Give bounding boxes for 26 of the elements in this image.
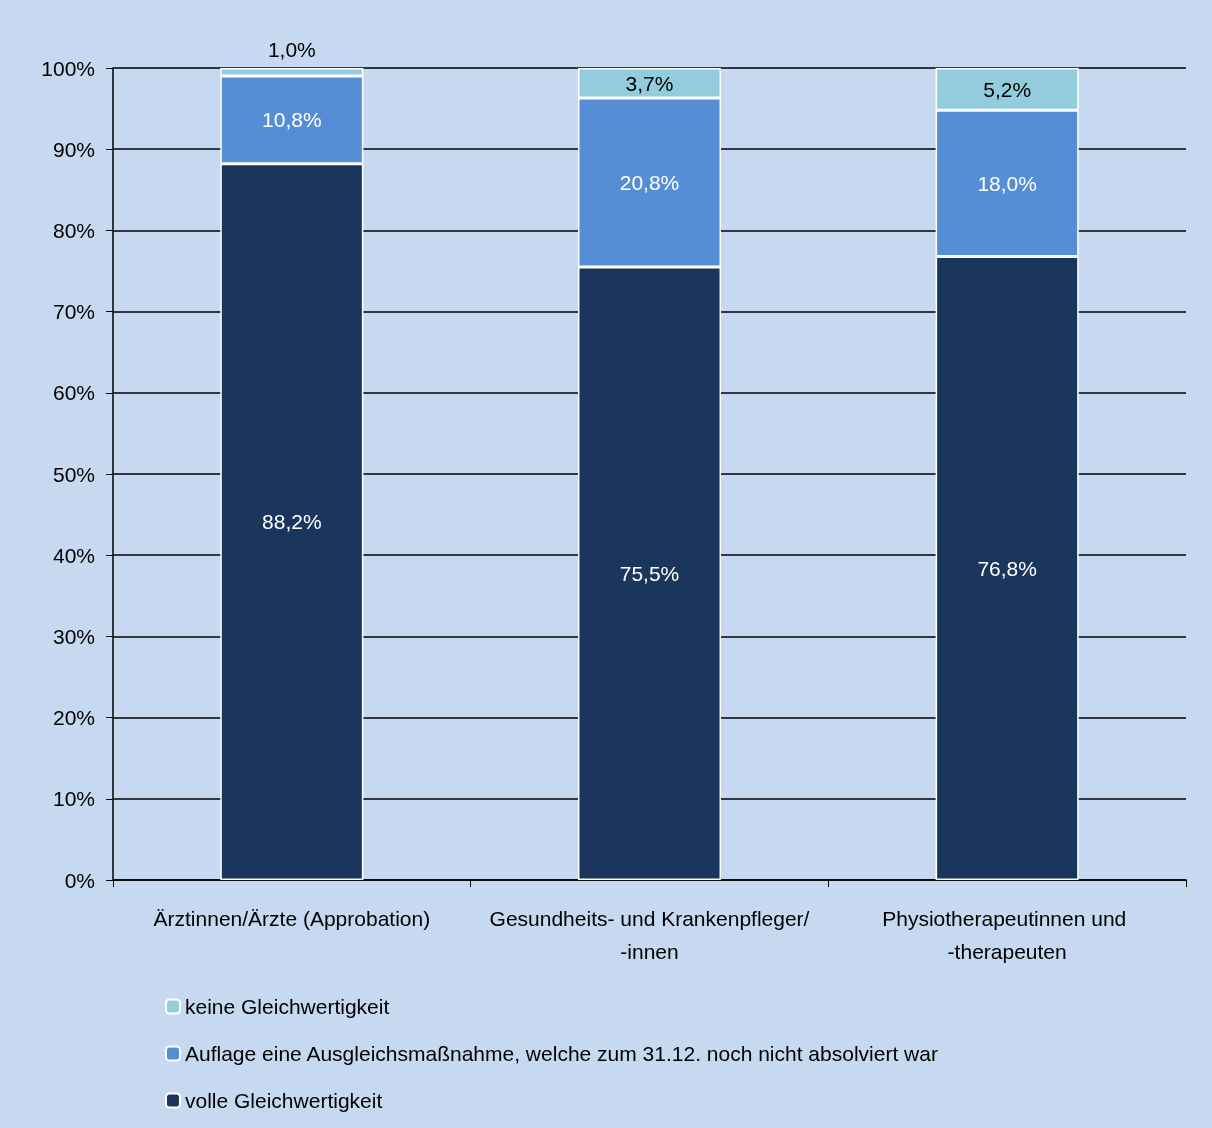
y-tick-label: 0% [64, 868, 95, 892]
x-tick-label: Physiotherapeutinnen und -therapeuten [882, 907, 1133, 963]
data-label: 10,8% [262, 108, 322, 132]
x-tick-label: Gesundheits- und Krankenpfleger/-innen [489, 907, 810, 963]
data-label: 75,5% [619, 561, 680, 585]
legend-label: keine Gleichwertigkeit [185, 995, 390, 1018]
data-label: 5,2% [983, 77, 1032, 101]
y-tick-label: 90% [52, 137, 95, 161]
y-tick-label: 50% [52, 462, 95, 486]
x-tick-label: Ärztinnen/Ärzte (Approbation) [153, 907, 431, 930]
y-tick-label: 80% [52, 218, 95, 242]
y-tick-label: 30% [52, 624, 95, 648]
data-label: 76,8% [977, 556, 1037, 580]
data-label: 1,0% [267, 38, 316, 61]
y-tick-label: 20% [52, 706, 95, 730]
y-tick-label: 100% [41, 56, 95, 80]
y-tick-label: 70% [52, 300, 95, 324]
legend-label: volle Gleichwertigkeit [185, 1089, 383, 1112]
y-tick-label: 10% [52, 787, 95, 811]
legend-label: Auflage eine Ausgleichsmaßnahme, welche zum 31.12. noch nicht absolviert war [185, 1042, 938, 1065]
y-tick-label: 40% [52, 543, 95, 567]
data-label: 3,7% [625, 71, 674, 95]
data-label: 20,8% [619, 170, 680, 194]
data-label: 18,0% [977, 171, 1037, 195]
data-label: 88,2% [262, 510, 322, 534]
y-tick-label: 60% [52, 381, 95, 405]
